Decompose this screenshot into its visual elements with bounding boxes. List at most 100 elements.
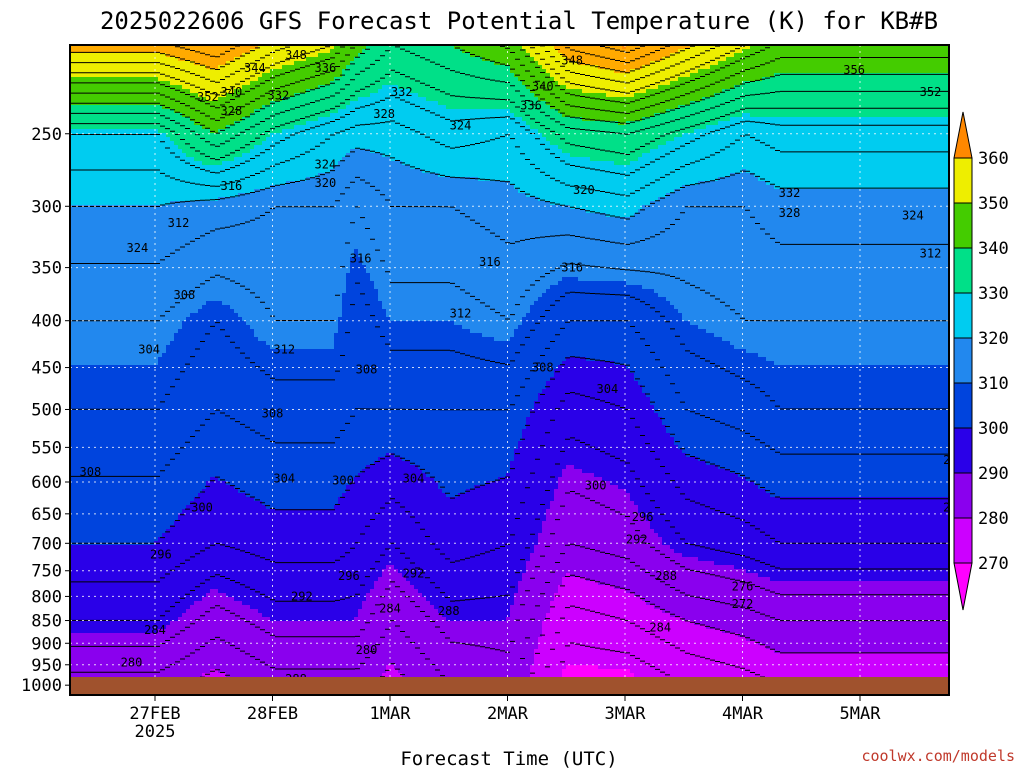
heat-cell [722,81,727,86]
heat-cell [486,73,491,78]
heat-cell [462,53,467,58]
heat-cell [286,109,291,114]
heat-cell [450,49,455,54]
heat-cell [598,57,603,62]
heat-cell [674,89,679,94]
heat-cell [778,65,783,70]
heat-cell [734,65,739,70]
heat-cell [682,113,687,118]
heat-cell [810,61,815,66]
heat-cell [262,85,267,90]
heat-cell [942,69,947,74]
heat-cell [402,109,407,114]
heat-cell [774,61,779,66]
heat-cell [670,57,675,62]
heat-cell [914,49,919,54]
heat-cell [570,73,575,78]
heat-cell [746,57,751,62]
heat-cell [918,49,923,54]
heat-cell [634,49,639,54]
heat-cell [870,93,875,98]
heat-cell [438,69,443,74]
heat-cell [870,105,875,110]
heat-cell [750,105,755,110]
heat-cell [806,61,811,66]
heat-cell [430,77,435,82]
heat-cell [590,77,595,82]
heat-cell [86,93,91,98]
heat-cell [722,101,727,106]
heat-cell [694,93,699,98]
heat-cell [434,97,439,102]
heat-cell [678,81,683,86]
heat-cell [158,77,163,82]
heat-cell [502,89,507,94]
heat-cell [718,109,723,114]
heat-cell [878,49,883,54]
heat-cell [622,77,627,82]
heat-cell [850,105,855,110]
heat-cell [346,105,351,110]
heat-cell [706,89,711,94]
heat-cell [258,97,263,102]
heat-cell [462,85,467,90]
heat-cell [494,53,499,58]
heat-cell [354,73,359,78]
heat-cell [606,61,611,66]
heat-cell [746,101,751,106]
heat-cell [622,53,627,58]
heat-cell [790,65,795,70]
heat-cell [822,69,827,74]
heat-cell [782,109,787,114]
heat-cell [650,53,655,58]
heat-cell [214,109,219,114]
heat-cell [458,57,463,62]
heat-cell [242,101,247,106]
heat-cell [790,73,795,78]
heat-cell [718,97,723,102]
heat-cell [794,53,799,58]
heat-cell [174,49,179,54]
heat-cell [634,109,639,114]
heat-cell [766,65,771,70]
heat-cell [274,109,279,114]
heat-cell [326,113,331,118]
heat-cell [378,85,383,90]
heat-cell [186,53,191,58]
heat-cell [478,101,483,106]
heat-cell [858,101,863,106]
heat-cell [358,65,363,70]
heat-cell [590,101,595,106]
heat-cell [922,61,927,66]
heat-cell [886,105,891,110]
heat-cell [150,53,155,58]
heat-cell [934,61,939,66]
heat-cell [854,85,859,90]
heat-cell [678,109,683,114]
heat-cell [706,57,711,62]
heat-cell [806,109,811,114]
heat-cell [670,85,675,90]
heat-cell [702,101,707,106]
heat-cell [194,53,199,58]
heat-cell [826,97,831,102]
heat-cell [374,65,379,70]
heat-cell [810,73,815,78]
chart-title: 2025022606 GFS Forecast Potential Temper… [100,7,938,35]
heat-cell [446,113,451,118]
heat-cell [926,49,931,54]
heat-cell [806,85,811,90]
heat-cell [730,85,735,90]
heat-cell [94,97,99,102]
heat-cell [298,113,303,118]
heat-cell [410,101,415,106]
heat-cell [174,85,179,90]
heat-cell [910,69,915,74]
heat-cell [778,81,783,86]
heat-cell [294,97,299,102]
heat-cell [418,93,423,98]
heat-cell [690,73,695,78]
heat-cell [718,105,723,110]
heat-cell [714,65,719,70]
heat-cell [386,101,391,106]
